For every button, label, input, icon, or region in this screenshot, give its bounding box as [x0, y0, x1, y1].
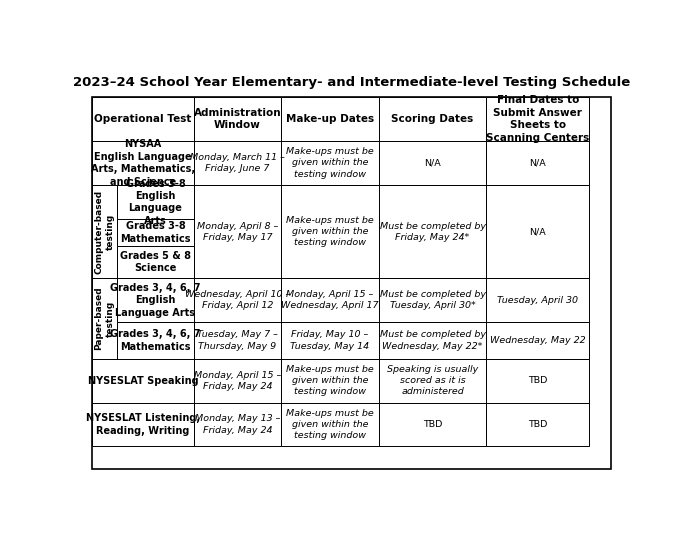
Bar — [194, 322, 281, 359]
Bar — [486, 185, 589, 279]
Bar — [92, 141, 194, 185]
Text: Monday, April 15 –
Friday, May 24: Monday, April 15 – Friday, May 24 — [193, 371, 281, 391]
Text: Administration
Window: Administration Window — [193, 108, 281, 131]
Bar — [281, 185, 379, 279]
Bar — [117, 246, 194, 279]
Bar — [194, 185, 281, 279]
Bar — [92, 185, 117, 279]
Bar — [486, 141, 589, 185]
Bar — [92, 403, 194, 446]
Text: Monday, April 15 –
Wednesday, April 17: Monday, April 15 – Wednesday, April 17 — [281, 291, 379, 310]
Text: Make-ups must be
given within the
testing window: Make-ups must be given within the testin… — [286, 216, 374, 247]
Bar — [281, 97, 379, 141]
Text: Make-ups must be
given within the
testing window: Make-ups must be given within the testin… — [286, 409, 374, 440]
Bar — [92, 279, 117, 359]
Text: Monday, April 8 –
Friday, May 17: Monday, April 8 – Friday, May 17 — [197, 221, 278, 242]
Text: Scoring Dates: Scoring Dates — [392, 114, 473, 124]
Bar — [379, 279, 486, 322]
Bar — [379, 322, 486, 359]
Bar — [281, 141, 379, 185]
Bar — [281, 403, 379, 446]
Text: Must be completed by
Tuesday, April 30*: Must be completed by Tuesday, April 30* — [379, 291, 486, 310]
Bar — [92, 97, 194, 141]
Text: Must be completed by
Friday, May 24*: Must be completed by Friday, May 24* — [379, 221, 486, 242]
Bar — [379, 141, 486, 185]
Bar — [486, 322, 589, 359]
Text: Speaking is usually
scored as it is
administered: Speaking is usually scored as it is admi… — [387, 365, 478, 396]
Text: NYSESLAT Speaking: NYSESLAT Speaking — [88, 376, 198, 386]
Text: Tuesday, April 30: Tuesday, April 30 — [497, 296, 578, 305]
Text: Operational Test: Operational Test — [94, 114, 191, 124]
Text: Wednesday, April 10 –
Friday, April 12: Wednesday, April 10 – Friday, April 12 — [185, 291, 290, 310]
Bar — [379, 185, 486, 279]
Bar — [379, 403, 486, 446]
Text: Grades 5 & 8
Science: Grades 5 & 8 Science — [120, 251, 191, 273]
Text: TBD: TBD — [528, 376, 547, 385]
Text: Make-up Dates: Make-up Dates — [286, 114, 374, 124]
Bar — [194, 359, 281, 403]
Text: Grades 3, 4, 6, 7
Mathematics: Grades 3, 4, 6, 7 Mathematics — [110, 330, 201, 351]
Bar — [117, 279, 194, 322]
Bar — [379, 359, 486, 403]
Text: N/A: N/A — [424, 158, 441, 167]
Text: N/A: N/A — [530, 227, 546, 236]
Text: Friday, May 10 –
Tuesday, May 14: Friday, May 10 – Tuesday, May 14 — [290, 331, 369, 350]
Bar — [281, 279, 379, 322]
Bar — [379, 97, 486, 141]
Bar — [486, 403, 589, 446]
Bar — [117, 185, 194, 219]
Text: Make-ups must be
given within the
testing window: Make-ups must be given within the testin… — [286, 365, 374, 396]
Bar — [194, 141, 281, 185]
Bar — [281, 322, 379, 359]
Text: NYSESLAT Listening,
Reading, Writing: NYSESLAT Listening, Reading, Writing — [86, 414, 200, 435]
Bar — [117, 322, 194, 359]
Text: Monday, March 11 –
Friday, June 7: Monday, March 11 – Friday, June 7 — [190, 153, 285, 173]
Text: Tuesday, May 7 –
Thursday, May 9: Tuesday, May 7 – Thursday, May 9 — [197, 331, 278, 350]
Bar — [486, 97, 589, 141]
Text: N/A: N/A — [530, 158, 546, 167]
Bar — [486, 279, 589, 322]
Text: Grades 3-8
Mathematics: Grades 3-8 Mathematics — [120, 221, 191, 244]
Text: Make-ups must be
given within the
testing window: Make-ups must be given within the testin… — [286, 147, 374, 179]
Text: 2023–24 School Year Elementary- and Intermediate-level Testing Schedule: 2023–24 School Year Elementary- and Inte… — [73, 76, 630, 89]
Text: Paper-based
testing: Paper-based testing — [95, 287, 115, 350]
Bar — [92, 359, 194, 403]
Text: TBD: TBD — [528, 420, 547, 429]
Text: NYSAA
English Language
Arts, Mathematics,
and Science: NYSAA English Language Arts, Mathematics… — [91, 139, 195, 187]
Bar — [194, 403, 281, 446]
Bar — [194, 97, 281, 141]
Text: Wednesday, May 22: Wednesday, May 22 — [490, 336, 586, 345]
Bar — [194, 279, 281, 322]
Text: Computer-based
testing: Computer-based testing — [95, 189, 115, 274]
Text: Grades 3, 4, 6, 7
English
Language Arts: Grades 3, 4, 6, 7 English Language Arts — [110, 283, 201, 318]
Bar — [486, 359, 589, 403]
Bar — [117, 219, 194, 246]
Text: Final Dates to
Submit Answer
Sheets to
Scanning Centers: Final Dates to Submit Answer Sheets to S… — [486, 95, 589, 143]
Text: Monday, May 13 –
Friday, May 24: Monday, May 13 – Friday, May 24 — [195, 415, 280, 434]
Bar — [281, 359, 379, 403]
Text: Grades 3-8
English
Language
Arts: Grades 3-8 English Language Arts — [126, 179, 185, 226]
Text: Must be completed by
Wednesday, May 22*: Must be completed by Wednesday, May 22* — [379, 331, 486, 350]
Text: TBD: TBD — [423, 420, 442, 429]
